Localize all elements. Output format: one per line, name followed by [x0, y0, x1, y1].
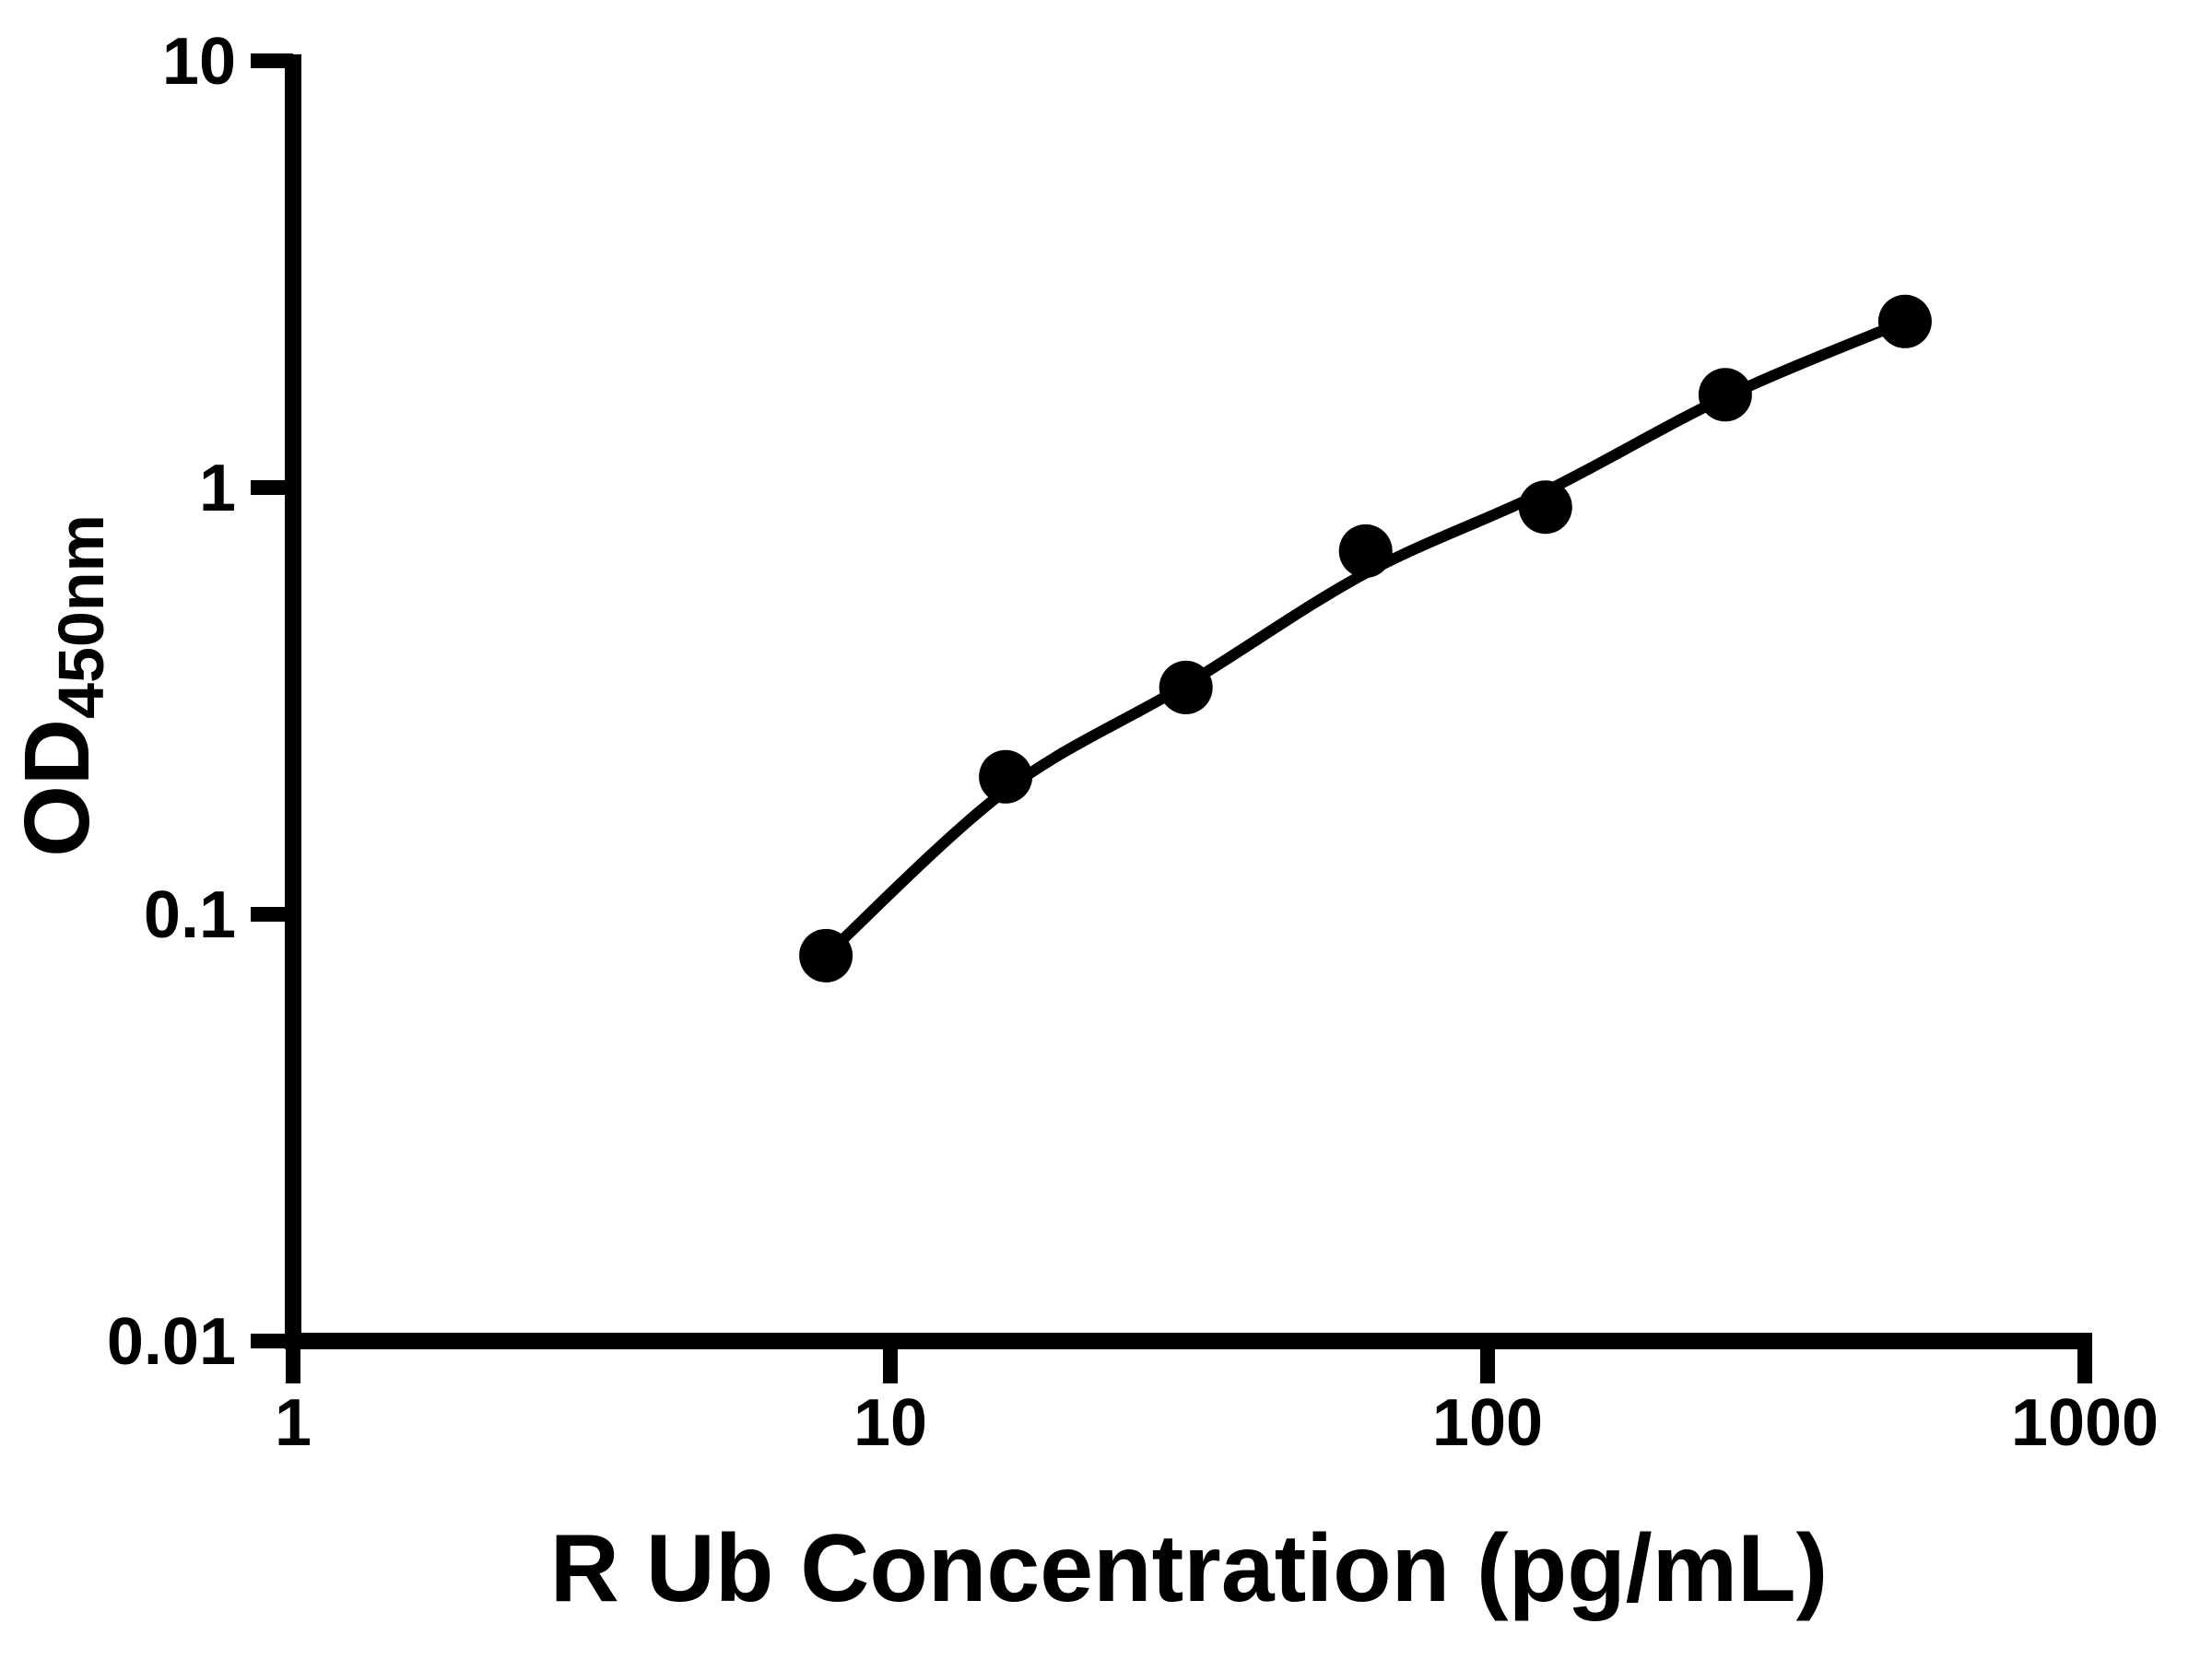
x-axis-title: R Ub Concentration (pg/mL) — [550, 1515, 1829, 1622]
y-axis-title: OD450nm — [6, 514, 117, 857]
data-point — [1159, 660, 1213, 714]
y-tick-label: 1 — [199, 452, 236, 525]
x-tick-label: 1000 — [2011, 1386, 2159, 1460]
data-point — [1877, 294, 1932, 348]
data-point — [1698, 368, 1752, 422]
y-axis-title-main: OD — [6, 719, 109, 857]
tick-labels: 10 1 0.1 0.01 1 10 100 1000 — [107, 25, 2159, 1460]
fit-curve-line — [822, 316, 1908, 960]
y-tick-label: 0.01 — [107, 1305, 236, 1379]
y-tick-label: 10 — [162, 25, 236, 99]
data-point — [1338, 524, 1393, 578]
x-tick-label: 100 — [1432, 1386, 1543, 1460]
data-point — [1518, 480, 1572, 535]
axes — [251, 53, 2092, 1383]
data-point — [979, 749, 1033, 804]
data-points — [799, 294, 1932, 982]
data-point — [799, 928, 853, 982]
x-tick-label: 10 — [853, 1386, 927, 1460]
y-axis-title-sub: 450nm — [45, 514, 117, 719]
y-tick-label: 0.1 — [144, 878, 236, 952]
x-tick-label: 1 — [275, 1386, 312, 1460]
